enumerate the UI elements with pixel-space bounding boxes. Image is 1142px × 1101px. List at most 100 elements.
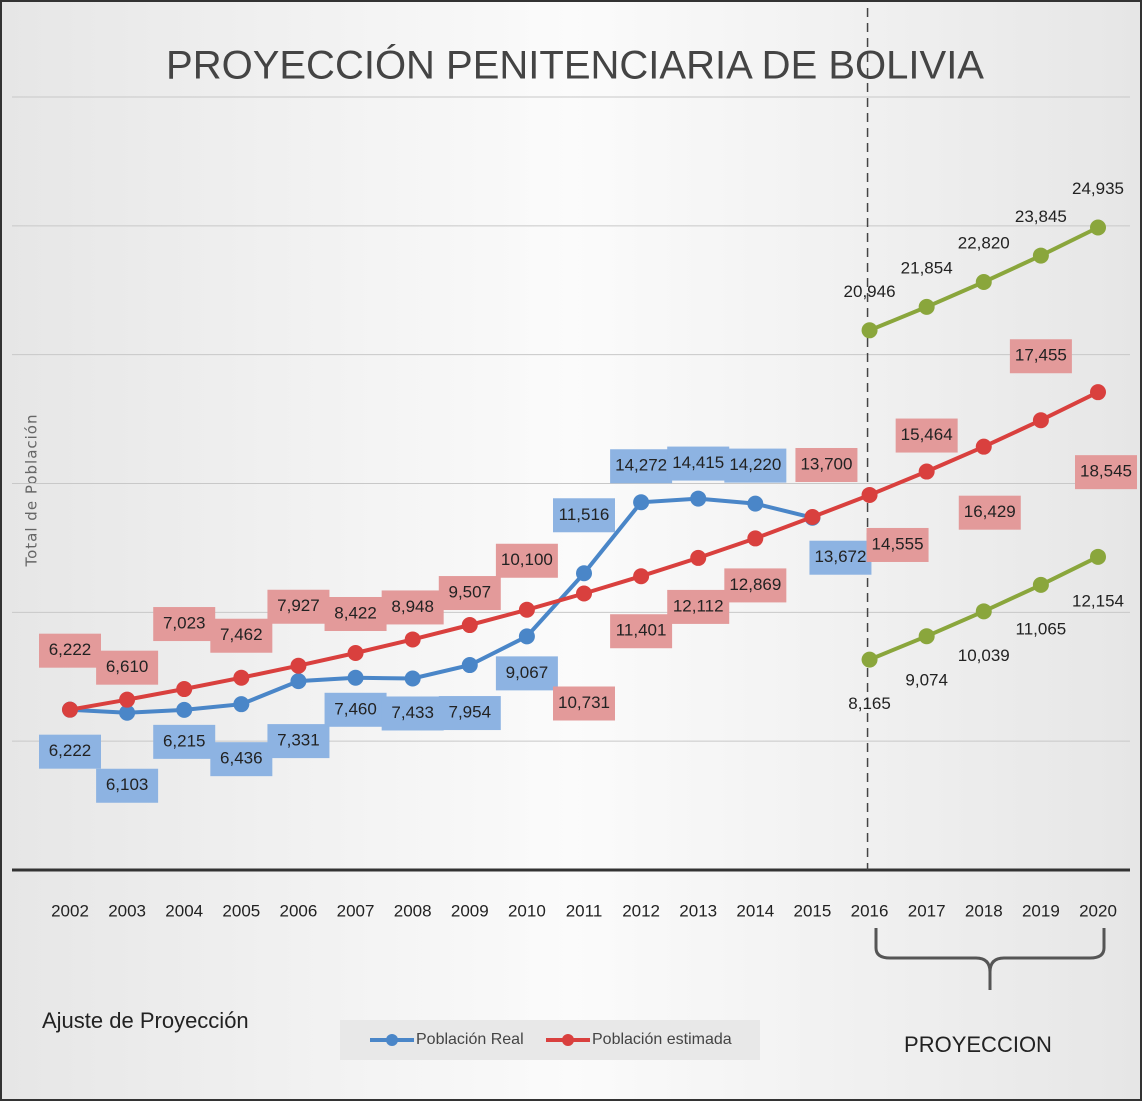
data-label: 24,935 — [1072, 179, 1124, 198]
data-label: 9,067 — [506, 663, 549, 682]
label-box — [39, 633, 101, 668]
x-tick-label: 2007 — [337, 901, 375, 920]
label-box — [324, 692, 387, 727]
point — [119, 691, 136, 708]
x-tick-label: 2006 — [280, 901, 318, 920]
legend-marker — [386, 1034, 398, 1046]
point — [975, 603, 992, 620]
label-box — [438, 696, 501, 731]
x-tick-label: 2011 — [566, 901, 603, 920]
point — [518, 628, 535, 645]
data-label: 11,401 — [616, 621, 667, 640]
label-box — [96, 768, 159, 803]
point — [1090, 548, 1106, 565]
data-label: 8,165 — [848, 694, 891, 713]
point — [861, 322, 878, 339]
data-label: 13,672 — [814, 547, 866, 566]
label-box — [610, 449, 673, 484]
chart-title: PROYECCIÓN PENITENCIARIA DE BOLIVIA — [166, 43, 984, 88]
x-tick-label: 2009 — [451, 901, 489, 920]
point — [975, 438, 992, 455]
data-label: 14,555 — [872, 534, 924, 553]
data-label: 15,464 — [901, 425, 953, 444]
legend-label: Población Real — [416, 1031, 524, 1048]
point — [747, 530, 764, 547]
point — [633, 494, 650, 511]
x-tick-label: 2003 — [108, 901, 146, 920]
point — [747, 495, 764, 512]
label-box — [381, 590, 444, 625]
data-label: 9,507 — [449, 583, 492, 602]
series-line — [69, 496, 813, 715]
projection-bracket — [874, 928, 1106, 990]
x-tick-label: 2014 — [736, 901, 774, 920]
data-label: 18,545 — [1080, 462, 1132, 481]
label-box — [210, 618, 273, 653]
label-box — [438, 576, 501, 611]
point — [861, 651, 878, 668]
point — [176, 701, 193, 718]
point — [347, 669, 364, 686]
point — [861, 486, 878, 503]
label-box — [495, 543, 558, 578]
data-label: 21,854 — [901, 258, 953, 277]
point — [576, 585, 592, 602]
label-box — [866, 527, 929, 562]
data-label: 6,610 — [106, 657, 149, 676]
label-box — [610, 614, 673, 649]
point — [690, 549, 707, 566]
data-label: 7,331 — [277, 731, 320, 750]
data-label: 17,455 — [1015, 346, 1067, 365]
data-label: 22,820 — [958, 233, 1010, 252]
annotation: Ajuste de Proyección — [42, 1008, 249, 1033]
point — [347, 644, 364, 661]
point — [1032, 247, 1049, 264]
point — [690, 490, 707, 507]
point — [1090, 219, 1106, 236]
data-label: 7,433 — [391, 703, 434, 722]
point — [804, 508, 821, 525]
point — [176, 681, 193, 698]
data-label: 14,272 — [615, 456, 667, 475]
label-box — [381, 696, 444, 731]
point — [233, 696, 250, 713]
data-label: 6,215 — [163, 731, 206, 750]
data-label: 10,039 — [958, 646, 1010, 665]
data-label: 12,112 — [673, 596, 724, 615]
x-tick-label: 2019 — [1022, 901, 1060, 920]
point — [918, 463, 935, 480]
data-label: 12,154 — [1072, 591, 1124, 610]
point — [918, 298, 935, 315]
data-label: 7,462 — [220, 625, 263, 644]
x-tick-label: 2015 — [794, 901, 832, 920]
data-label: 6,222 — [49, 640, 92, 659]
data-label: 7,460 — [334, 699, 377, 718]
label-box — [210, 742, 273, 777]
label-box — [1009, 339, 1072, 374]
data-label: 11,516 — [559, 505, 610, 524]
point — [633, 568, 650, 585]
label-box — [809, 540, 872, 575]
x-tick-label: 2008 — [394, 901, 432, 920]
point — [62, 701, 78, 718]
data-label: 6,436 — [220, 749, 263, 768]
point — [290, 673, 307, 690]
label-box — [795, 447, 858, 482]
x-tick-label: 2016 — [851, 901, 889, 920]
label-box — [958, 495, 1021, 530]
point — [1032, 412, 1049, 429]
label-box — [667, 589, 730, 624]
label-box — [495, 656, 558, 691]
data-label: 8,422 — [334, 603, 377, 622]
point — [1090, 384, 1106, 401]
label-box — [153, 607, 216, 642]
label-box — [324, 596, 387, 631]
data-label: 10,100 — [501, 550, 553, 569]
point — [404, 631, 421, 648]
x-tick-label: 2002 — [51, 901, 89, 920]
label-box — [724, 448, 787, 483]
point — [518, 601, 535, 618]
data-label: 14,415 — [672, 453, 724, 472]
data-label: 8,948 — [391, 597, 434, 616]
